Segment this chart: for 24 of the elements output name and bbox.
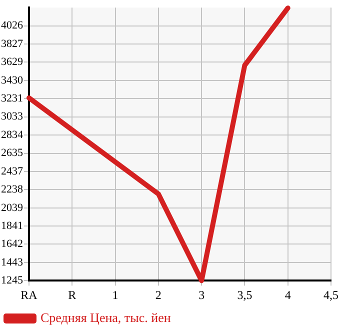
y-tick-label: 3629	[1, 56, 24, 68]
x-tick-label: RA	[20, 288, 38, 302]
y-tick-label: 3430	[1, 74, 24, 86]
y-tick-label: 2834	[1, 128, 24, 141]
x-tick-label: 3	[198, 288, 205, 302]
y-tick-label: 1841	[1, 220, 23, 232]
y-tick-label: 2238	[1, 184, 24, 196]
y-tick-label: 1443	[1, 256, 24, 268]
y-tick-label: 1245	[1, 274, 24, 286]
x-tick-label: 1	[112, 288, 118, 302]
x-tick-label: 3,5	[237, 288, 252, 302]
y-tick-label: 4026	[1, 20, 24, 32]
x-tick-label: R	[68, 288, 76, 302]
x-tick-label: 2	[155, 288, 162, 302]
y-tick-label: 3033	[1, 110, 24, 123]
y-tick-label: 2437	[1, 165, 24, 178]
y-tick-label: 3827	[1, 38, 24, 50]
y-tick-label: 2635	[1, 147, 24, 160]
y-tick-label: 1642	[1, 238, 23, 250]
legend-label: Средняя Цена, тыс. йен	[40, 310, 171, 325]
y-tick-label: 3231	[1, 92, 23, 105]
x-tick-label: 4	[284, 288, 291, 302]
x-tick-label: 4,5	[324, 288, 338, 302]
y-tick-label: 2039	[1, 202, 24, 214]
